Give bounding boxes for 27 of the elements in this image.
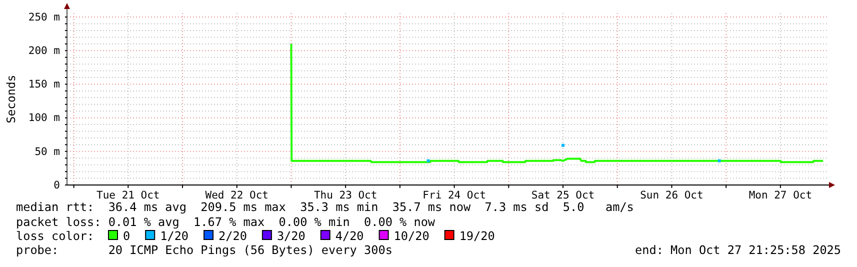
y-tick-label: 0 [54,179,60,192]
legend-label: 0 [123,229,130,243]
y-tick-label: 150 m [28,78,60,91]
y-tick-label: 250 m [28,11,60,24]
line-series [290,42,824,164]
legend-label: 2/20 [218,229,247,243]
x-tick-label: Sun 26 Oct [640,189,704,202]
x-tick-label: Fri 24 Oct [422,189,486,202]
y-axis-title: Seconds [4,74,18,124]
text: end: Mon Oct 27 21:25:58 2025 [635,243,841,257]
text: probe: 20 ICMP Echo Pings (56 Bytes) every 300s [16,243,392,257]
x-tick-label: Mon 27 Oct [748,189,812,202]
y-tick-label: 50 m [34,146,60,158]
legend-label: 3/20 [276,229,306,243]
y-tick-label: 200 m [28,44,60,57]
legend-label: 10/20 [394,229,430,243]
legend-label: 19/20 [459,229,495,243]
legend-label: 4/20 [335,229,364,243]
x-tick-label: Thu 23 Oct [314,189,378,202]
x-tick-label: Wed 22 Oct [205,189,268,202]
text: median rtt: 36.4 ms avg 209.5 ms max 35.3 ms min 35.7 ms now 7.3 ms sd 5.0 am/s [16,200,634,214]
x-tick-label: Tue 21 Oct [96,189,160,202]
y-tick-label: 100 m [28,112,60,124]
x-tick-label: Sat 25 Oct [531,189,595,202]
legend-title: loss color: [16,229,94,243]
text: packet loss: 0.01 % avg 1.67 % max 0.00 % min 0.00 % now [16,215,436,229]
legend-label: 1/20 [160,229,189,243]
